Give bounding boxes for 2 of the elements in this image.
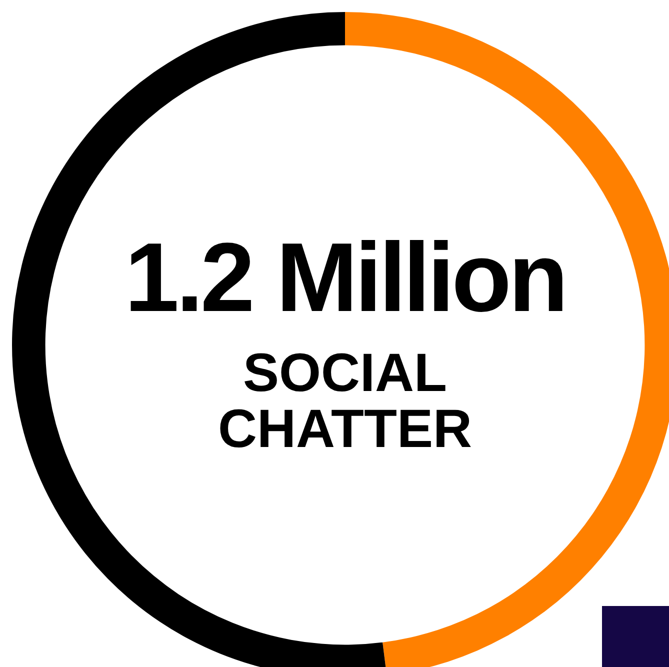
text: SOCIAL CHATTER xyxy=(217,343,473,459)
text: 1.2 Million xyxy=(124,222,566,332)
